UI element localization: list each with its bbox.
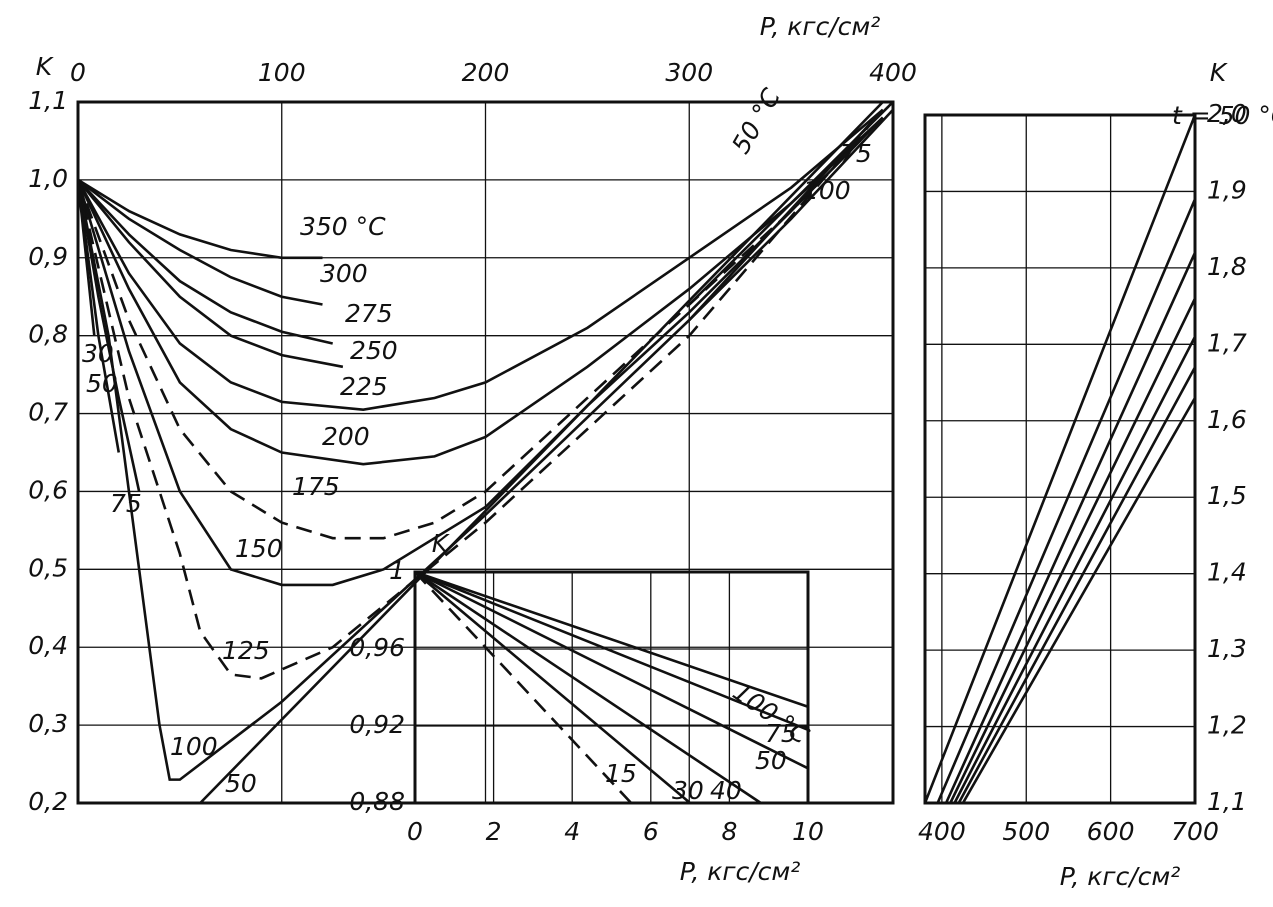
curve — [414, 570, 809, 708]
curve — [76, 108, 884, 680]
y-tick-label: 0,9 — [28, 242, 68, 271]
x-tick-label: 0 — [70, 58, 86, 87]
y-tick-label: 1,3 — [1207, 634, 1247, 663]
curve — [76, 116, 884, 587]
curve-label: 40 — [710, 776, 742, 805]
y-tick-label: 2,0 — [1207, 99, 1247, 128]
y-tick-label: 0,2 — [28, 787, 68, 816]
curve — [414, 571, 691, 804]
curve — [76, 116, 884, 540]
y-tick-label: 0,6 — [28, 475, 68, 504]
curve-label: 225 — [340, 372, 388, 401]
curve-label: 175 — [292, 472, 340, 501]
y-tick-label: 1,9 — [1207, 175, 1247, 204]
curve-label: 50 — [86, 369, 118, 398]
curve-label: 100 — [803, 176, 851, 205]
curve — [957, 366, 1197, 804]
y-tick-label: 0,8 — [28, 320, 68, 349]
x-tick-label: 600 — [1087, 817, 1135, 846]
curve-label: 75 — [840, 139, 872, 168]
curve — [76, 179, 344, 369]
curve — [414, 570, 809, 770]
curve — [949, 297, 1197, 804]
y-tick-label: 1 — [389, 556, 405, 585]
curve — [199, 101, 884, 804]
x-tick-label: 100 — [258, 58, 306, 87]
x-axis-label: P, кгс/см² — [680, 857, 801, 886]
curve — [76, 179, 96, 336]
curve — [76, 179, 121, 453]
curve-label: 250 — [350, 336, 398, 365]
curve — [76, 116, 884, 466]
x-axis-label: P, кгс/см² — [760, 12, 881, 41]
curve — [77, 179, 333, 345]
curve — [944, 252, 1197, 804]
y-tick-label: 1,6 — [1207, 405, 1247, 434]
curve — [77, 178, 323, 306]
curve — [688, 108, 894, 322]
x-tick-label: 8 — [721, 817, 737, 846]
curve-label: 50 °C — [726, 83, 786, 158]
curve — [414, 570, 809, 732]
curve — [953, 336, 1197, 804]
curve — [961, 397, 1197, 804]
curve-label: 15 — [605, 759, 637, 788]
y-tick-label: 1,0 — [28, 164, 68, 193]
x-tick-label: 6 — [643, 817, 659, 846]
y-axis-label: K — [36, 52, 55, 81]
y-tick-label: 0,5 — [28, 553, 68, 582]
y-tick-label: 0,3 — [28, 709, 68, 738]
curve-label: 75 — [110, 489, 142, 518]
x-tick-label: 400 — [918, 817, 966, 846]
curve-label: 300 — [320, 259, 368, 288]
x-tick-label: 500 — [1002, 817, 1050, 846]
curve-label: 30 — [672, 776, 704, 805]
y-tick-label: 0,7 — [28, 398, 68, 427]
y-tick-label: 1,8 — [1207, 252, 1247, 281]
curve-label: t = 50 °C — [1172, 101, 1273, 130]
curve — [688, 101, 894, 306]
y-tick-label: 1,1 — [28, 86, 68, 115]
curve — [923, 114, 1197, 804]
curve-label: 50 — [755, 746, 787, 775]
annotation: 50 — [225, 769, 257, 798]
curve — [76, 108, 884, 781]
curve-label: 275 — [345, 299, 393, 328]
y-tick-label: 1,4 — [1207, 558, 1247, 587]
x-tick-label: 2 — [486, 817, 502, 846]
x-tick-label: 400 — [869, 58, 917, 87]
y-axis-label: K — [432, 529, 451, 558]
x-axis-label: P, кгс/см² — [1060, 862, 1181, 891]
curve-label: 350 °C — [300, 212, 386, 241]
y-axis-label: K — [1210, 58, 1229, 87]
y-tick-label: 1,5 — [1207, 481, 1247, 510]
y-tick-label: 0,96 — [349, 633, 405, 662]
y-tick-label: 1,1 — [1207, 787, 1247, 816]
x-tick-label: 200 — [462, 58, 510, 87]
curve-label: 150 — [235, 534, 283, 563]
x-tick-label: 300 — [665, 58, 713, 87]
curve-label: 100 — [170, 732, 218, 761]
x-tick-label: 4 — [564, 817, 580, 846]
curve-label: 75 — [765, 719, 797, 748]
curve-label: 30 — [82, 339, 114, 368]
curve — [77, 178, 323, 260]
curve-label: 125 — [222, 636, 270, 665]
curve — [76, 179, 141, 492]
curve-label: 200 — [322, 422, 370, 451]
y-tick-label: 0,88 — [349, 787, 405, 816]
curve — [414, 570, 762, 805]
y-tick-label: 0,4 — [28, 631, 68, 660]
y-tick-label: 1,7 — [1207, 328, 1247, 357]
x-tick-label: 10 — [792, 817, 824, 846]
curve — [76, 108, 884, 411]
y-tick-label: 0,92 — [349, 710, 405, 739]
curve — [414, 571, 633, 804]
x-tick-label: 700 — [1171, 817, 1219, 846]
y-tick-label: 1,2 — [1207, 711, 1247, 740]
x-tick-label: 0 — [407, 817, 423, 846]
curve — [936, 198, 1197, 804]
